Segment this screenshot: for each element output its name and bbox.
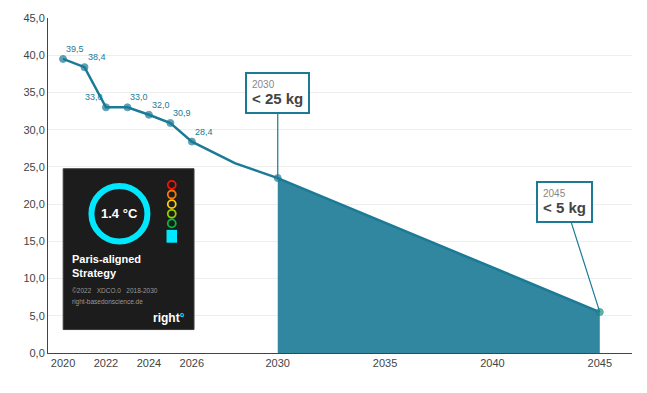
svg-text:39,5: 39,5 bbox=[66, 44, 84, 54]
svg-text:35,0: 35,0 bbox=[23, 86, 44, 98]
svg-text:45,0: 45,0 bbox=[23, 12, 44, 24]
svg-text:25,0: 25,0 bbox=[23, 161, 44, 173]
svg-text:2026: 2026 bbox=[180, 357, 204, 369]
svg-text:5,0: 5,0 bbox=[30, 310, 45, 322]
svg-text:33,0: 33,0 bbox=[130, 92, 148, 102]
svg-text:1.4 °C: 1.4 °C bbox=[101, 206, 138, 221]
svg-text:10,0: 10,0 bbox=[23, 272, 44, 284]
svg-text:2022: 2022 bbox=[94, 357, 118, 369]
svg-text:30,0: 30,0 bbox=[23, 124, 44, 136]
svg-text:Strategy: Strategy bbox=[72, 267, 117, 279]
svg-text:40,0: 40,0 bbox=[23, 49, 44, 61]
svg-text:15,0: 15,0 bbox=[23, 235, 44, 247]
svg-text:Paris-aligned: Paris-aligned bbox=[72, 253, 141, 265]
svg-text:right°: right° bbox=[153, 311, 185, 325]
svg-text:28,4: 28,4 bbox=[195, 127, 213, 137]
svg-text:32,0: 32,0 bbox=[152, 100, 170, 110]
svg-text:38,4: 38,4 bbox=[88, 52, 106, 62]
svg-text:33,0: 33,0 bbox=[85, 92, 103, 102]
svg-text:2030< 25 kg: 2030< 25 kg bbox=[252, 79, 303, 107]
svg-text:0,0: 0,0 bbox=[30, 347, 45, 359]
svg-text:2030: 2030 bbox=[265, 357, 289, 369]
svg-text:2020: 2020 bbox=[51, 357, 75, 369]
svg-text:20,0: 20,0 bbox=[23, 198, 44, 210]
svg-text:©2022 XDCO.0 2018-2030: ©2022 XDCO.0 2018-2030 bbox=[72, 287, 158, 294]
svg-text:2040: 2040 bbox=[480, 357, 504, 369]
svg-text:right-basedonscience.de: right-basedonscience.de bbox=[72, 298, 143, 306]
svg-text:2024: 2024 bbox=[137, 357, 161, 369]
svg-text:2035: 2035 bbox=[373, 357, 397, 369]
svg-text:2045< 5 kg: 2045< 5 kg bbox=[543, 188, 586, 216]
svg-text:2045: 2045 bbox=[588, 357, 612, 369]
svg-text:30,9: 30,9 bbox=[173, 108, 191, 118]
